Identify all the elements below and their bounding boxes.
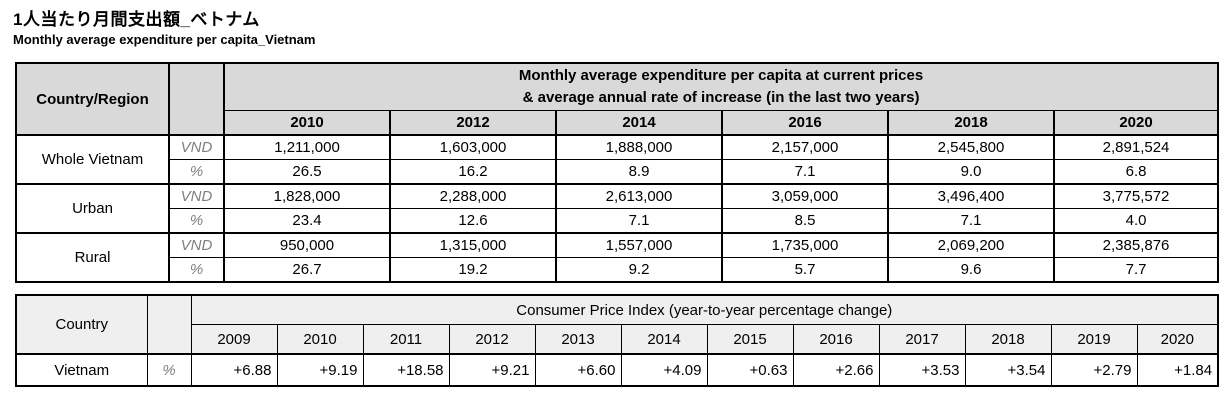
increase-rate-value: 4.0 [1052,208,1220,234]
expenditure-table: Country/Region Monthly average expenditu… [15,62,1220,283]
expenditure-value: 1,888,000 [555,134,723,160]
expenditure-value: 3,059,000 [721,183,889,209]
increase-rate-value: 9.6 [887,257,1055,283]
expenditure-year-header-2012: 2012 [389,110,557,136]
cpi-corner-header: Country [15,294,148,355]
cpi-value: +2.79 [1050,353,1138,387]
cpi-year-header-2020: 2020 [1136,324,1219,355]
unit-label-vnd: VND [168,134,225,160]
expenditure-value: 1,557,000 [555,232,723,258]
expenditure-value: 1,211,000 [223,134,391,160]
cpi-year-header-2018: 2018 [964,324,1052,355]
expenditure-year-header-2018: 2018 [887,110,1055,136]
expenditure-value: 3,775,572 [1052,183,1220,209]
expenditure-value: 1,828,000 [223,183,391,209]
expenditure-value: 1,315,000 [389,232,557,258]
expenditure-value: 2,288,000 [389,183,557,209]
cpi-unit-column-header [146,294,192,355]
expenditure-value: 1,735,000 [721,232,889,258]
cpi-year-header-2010: 2010 [276,324,364,355]
expenditure-year-header-2016: 2016 [721,110,889,136]
increase-rate-value: 9.2 [555,257,723,283]
cpi-value: +3.53 [878,353,966,387]
increase-rate-value: 9.0 [887,159,1055,185]
region-label-whole-vietnam: Whole Vietnam [15,134,170,185]
expenditure-value: 3,496,400 [887,183,1055,209]
table-row-rural-pct: % 26.7 19.2 9.2 5.7 9.6 7.7 [16,257,1220,283]
unit-label-vnd: VND [168,183,225,209]
increase-rate-value: 26.5 [223,159,391,185]
cpi-value: +9.19 [276,353,364,387]
cpi-year-header-2017: 2017 [878,324,966,355]
increase-rate-value: 7.7 [1052,257,1220,283]
expenditure-value: 1,603,000 [389,134,557,160]
expenditure-corner-header: Country/Region [15,62,170,136]
cpi-value: +6.60 [534,353,622,387]
cpi-table: Country Consumer Price Index (year-to-ye… [15,294,1220,387]
cpi-country-label: Vietnam [15,353,148,387]
page-title-english: Monthly average expenditure per capita_V… [13,32,316,47]
region-label-rural: Rural [15,232,170,283]
region-label-urban: Urban [15,183,170,234]
increase-rate-value: 7.1 [555,208,723,234]
expenditure-year-header-2010: 2010 [223,110,391,136]
cpi-year-header-2019: 2019 [1050,324,1138,355]
table-row-cpi-vietnam: Vietnam % +6.88 +9.19 +18.58 +9.21 +6.60… [15,353,1219,387]
increase-rate-value: 26.7 [223,257,391,283]
expenditure-value: 2,545,800 [887,134,1055,160]
increase-rate-value: 23.4 [223,208,391,234]
cpi-year-header-2009: 2009 [190,324,278,355]
cpi-value: +1.84 [1136,353,1219,387]
unit-label-percent: % [168,159,225,185]
table-row-rural-vnd: Rural VND 950,000 1,315,000 1,557,000 1,… [15,232,1220,283]
cpi-year-header-2014: 2014 [620,324,708,355]
page-title-japanese: 1人当たり月間支出額_ベトナム [13,10,260,29]
expenditure-value: 950,000 [223,232,391,258]
table-row-whole-vietnam-pct: % 26.5 16.2 8.9 7.1 9.0 6.8 [16,159,1220,185]
cpi-value: +6.88 [190,353,278,387]
cpi-year-header-2012: 2012 [448,324,536,355]
increase-rate-value: 7.1 [887,208,1055,234]
cpi-value: +18.58 [362,353,450,387]
expenditure-value: 2,069,200 [887,232,1055,258]
increase-rate-value: 5.7 [721,257,889,283]
unit-label-percent: % [146,353,192,387]
table-row-urban-pct: % 23.4 12.6 7.1 8.5 7.1 4.0 [16,208,1220,234]
expenditure-year-header-2020: 2020 [1052,110,1220,136]
increase-rate-value: 19.2 [389,257,557,283]
unit-label-vnd: VND [168,232,225,258]
table-row-whole-vietnam-vnd: Whole Vietnam VND 1,211,000 1,603,000 1,… [15,134,1220,185]
cpi-value: +3.54 [964,353,1052,387]
unit-label-percent: % [168,208,225,234]
expenditure-value: 2,613,000 [555,183,723,209]
expenditure-value: 2,157,000 [721,134,889,160]
cpi-year-header-2015: 2015 [706,324,794,355]
cpi-value: +4.09 [620,353,708,387]
increase-rate-value: 12.6 [389,208,557,234]
table-row-urban-vnd: Urban VND 1,828,000 2,288,000 2,613,000 … [15,183,1220,234]
cpi-value: +9.21 [448,353,536,387]
expenditure-table-title: Monthly average expenditure per capita a… [222,62,1220,111]
expenditure-title-line2: & average annual rate of increase (in th… [522,89,920,106]
cpi-value: +0.63 [706,353,794,387]
cpi-year-header-2013: 2013 [534,324,622,355]
cpi-year-header-2016: 2016 [792,324,880,355]
increase-rate-value: 16.2 [389,159,557,185]
cpi-table-title: Consumer Price Index (year-to-year perce… [190,294,1219,325]
expenditure-year-header-2014: 2014 [555,110,723,136]
increase-rate-value: 8.9 [555,159,723,185]
increase-rate-value: 8.5 [721,208,889,234]
unit-column-header [168,62,225,136]
expenditure-value: 2,891,524 [1052,134,1220,160]
expenditure-title-line1: Monthly average expenditure per capita a… [518,67,924,84]
expenditure-value: 2,385,876 [1052,232,1220,258]
cpi-year-header-2011: 2011 [362,324,450,355]
increase-rate-value: 6.8 [1052,159,1220,185]
cpi-value: +2.66 [792,353,880,387]
increase-rate-value: 7.1 [721,159,889,185]
unit-label-percent: % [168,257,225,283]
